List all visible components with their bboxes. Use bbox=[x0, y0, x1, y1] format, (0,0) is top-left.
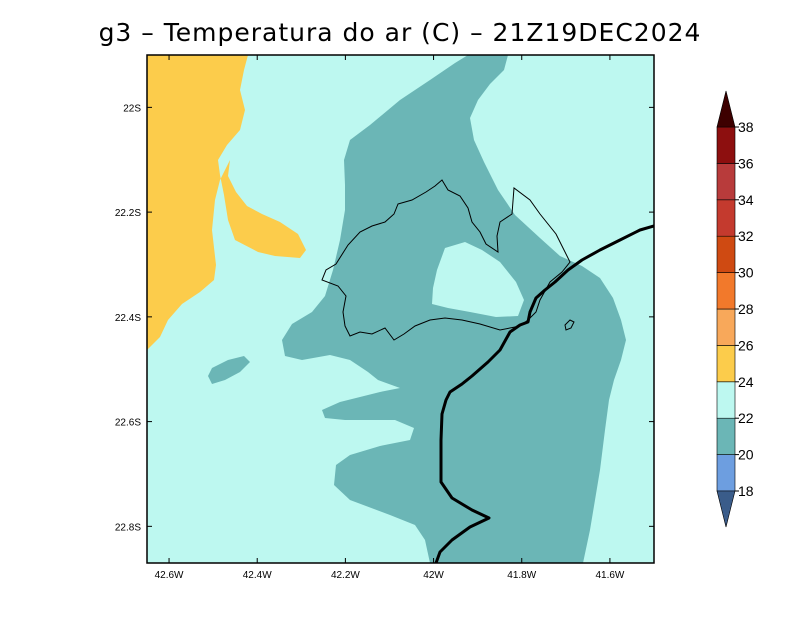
x-tick-label: 42.2W bbox=[331, 570, 360, 581]
band-20-22-blob bbox=[208, 356, 250, 384]
colorbar-over-triangle bbox=[716, 90, 736, 128]
municipality-boundary bbox=[321, 179, 571, 341]
colorbar-segment bbox=[716, 126, 736, 164]
colorbar-label: 24 bbox=[738, 374, 754, 390]
colorbar-segment bbox=[716, 163, 736, 201]
colorbar-label: 28 bbox=[738, 301, 754, 317]
y-tick-label: 22.4S bbox=[115, 313, 141, 324]
state-boundary-line bbox=[434, 224, 654, 563]
map-plot-area bbox=[147, 55, 654, 563]
x-tick-label: 41.8W bbox=[507, 570, 536, 581]
y-tick-label: 22.6S bbox=[115, 418, 141, 429]
colorbar-segment bbox=[716, 454, 736, 492]
chart-title: g3 – Temperatura do ar (C) – 21Z19DEC202… bbox=[98, 18, 702, 47]
axis-ticks: 42.6W 42.4W 42.2W 42W 41.8W 41.6W 22S 22.2S 22.4… bbox=[115, 55, 654, 581]
colorbar-label: 26 bbox=[738, 337, 754, 353]
colorbar-label: 22 bbox=[738, 410, 754, 426]
colorbar-segment bbox=[716, 272, 736, 310]
x-tick-label: 42.6W bbox=[155, 570, 184, 581]
colorbar-segment bbox=[716, 381, 736, 419]
y-tick-label: 22.2S bbox=[115, 208, 141, 219]
colorbar-segment bbox=[716, 417, 736, 455]
colorbar-segment bbox=[716, 308, 736, 346]
colorbar-segment bbox=[716, 345, 736, 383]
plot-frame bbox=[146, 54, 655, 564]
colorbar-label: 30 bbox=[738, 265, 754, 281]
colorbar-label: 32 bbox=[738, 228, 754, 244]
y-tick-label: 22.8S bbox=[115, 522, 141, 533]
colorbar-segment bbox=[716, 199, 736, 237]
band-22-24-lake bbox=[432, 242, 524, 317]
colorbar-label: 38 bbox=[738, 119, 754, 135]
colorbar-label: 34 bbox=[738, 192, 754, 208]
colorbar-under-triangle bbox=[716, 490, 736, 528]
colorbar-label: 18 bbox=[738, 483, 754, 499]
colorbar-label: 20 bbox=[738, 447, 754, 463]
colorbar: 18 20 22 24 26 28 30 32 34 36 38 bbox=[716, 90, 754, 528]
x-tick-label: 42W bbox=[423, 570, 444, 581]
colorbar-label: 36 bbox=[738, 155, 754, 171]
x-tick-label: 42.4W bbox=[243, 570, 272, 581]
x-tick-label: 41.6W bbox=[595, 570, 624, 581]
colorbar-segment bbox=[716, 235, 736, 273]
y-tick-label: 22S bbox=[123, 103, 141, 114]
band-24-26-region bbox=[147, 55, 306, 350]
island-outline bbox=[564, 319, 575, 331]
